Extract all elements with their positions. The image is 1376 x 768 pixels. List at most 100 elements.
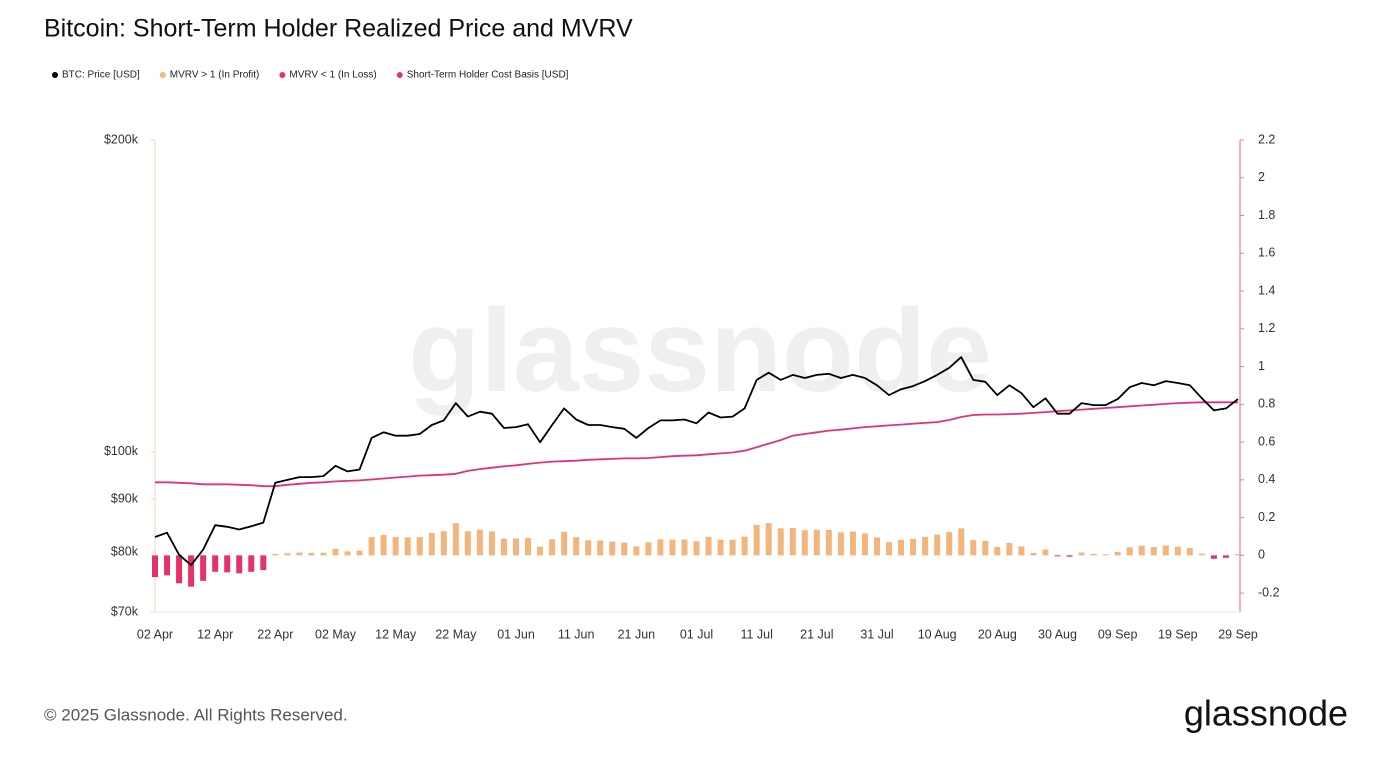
- bar: [705, 536, 712, 556]
- bar: [681, 539, 688, 556]
- bar: [368, 537, 375, 556]
- bar: [428, 533, 435, 556]
- legend-marker: [396, 72, 403, 78]
- bar: [392, 537, 399, 556]
- bar: [320, 552, 327, 556]
- bar: [825, 529, 832, 556]
- x-tick-label: 09 Sep: [1098, 627, 1138, 641]
- brand-logo: glassnode: [1184, 693, 1348, 734]
- bar: [296, 552, 303, 556]
- bar: [236, 555, 243, 574]
- bar: [1018, 546, 1025, 556]
- bar: [621, 542, 628, 556]
- x-tick-label: 22 May: [435, 627, 477, 641]
- watermark: glassnode: [408, 285, 992, 417]
- bar: [669, 539, 676, 556]
- y2-tick-label: 0.6: [1258, 434, 1275, 448]
- bar: [982, 541, 989, 556]
- x-tick-label: 02 May: [315, 627, 357, 641]
- bar: [801, 530, 808, 556]
- bar: [994, 547, 1001, 556]
- bar: [1162, 545, 1169, 556]
- bar: [813, 529, 820, 556]
- y2-tick-label: 0.4: [1258, 472, 1275, 486]
- x-tick-label: 10 Aug: [918, 627, 957, 641]
- bar: [260, 555, 267, 571]
- bar: [1198, 553, 1205, 556]
- bar: [248, 555, 255, 572]
- bar: [537, 546, 544, 556]
- bar: [1222, 555, 1229, 558]
- legend-label: MVRV < 1 (In Loss): [289, 70, 376, 81]
- bar: [886, 542, 893, 556]
- y2-tick-label: 0.2: [1258, 510, 1275, 524]
- x-tick-label: 02 Apr: [137, 627, 173, 641]
- x-tick-label: 19 Sep: [1158, 627, 1198, 641]
- x-tick-label: 31 Jul: [860, 627, 893, 641]
- bar: [645, 542, 652, 556]
- y-tick-label: $80k: [111, 544, 139, 558]
- bar: [332, 548, 339, 556]
- y2-tick-label: 1.8: [1258, 208, 1275, 222]
- bar: [356, 550, 363, 556]
- bar: [970, 540, 977, 556]
- bar: [1078, 552, 1085, 556]
- x-tick-label: 12 Apr: [197, 627, 233, 641]
- legend-marker: [52, 72, 58, 78]
- bar: [176, 555, 183, 584]
- bar: [1102, 554, 1109, 556]
- bar: [513, 538, 519, 556]
- x-tick-label: 11 Jun: [558, 627, 595, 641]
- x-tick-label: 01 Jul: [680, 627, 713, 641]
- bar: [633, 546, 640, 556]
- y2-tick-label: 1.4: [1258, 283, 1275, 297]
- plot-area: [152, 356, 1241, 587]
- bar: [200, 555, 207, 581]
- bar: [777, 528, 784, 556]
- legend-marker: [279, 72, 286, 78]
- bar: [1126, 547, 1133, 556]
- bar: [561, 531, 568, 556]
- bar: [344, 551, 351, 556]
- y2-tick-label: 0: [1258, 548, 1265, 562]
- bar: [1235, 554, 1241, 556]
- legend-marker: [159, 72, 166, 78]
- y2-tick-label: 2.2: [1258, 132, 1275, 146]
- y-tick-label: $70k: [111, 604, 139, 618]
- line: [154, 356, 1239, 566]
- bar: [416, 537, 423, 556]
- bar: [1054, 555, 1061, 557]
- bar: [464, 531, 471, 556]
- legend: BTC: Price [USD] MVRV > 1 (In Profit) MVRV…: [52, 70, 569, 81]
- bar: [476, 529, 483, 556]
- x-tick-label: 01 Jun: [497, 627, 535, 641]
- bar: [1042, 549, 1049, 556]
- y2-tick-label: -0.2: [1258, 585, 1280, 599]
- bar: [946, 532, 953, 556]
- bar: [922, 536, 929, 556]
- line: [155, 401, 1238, 488]
- bar: [693, 541, 700, 556]
- bar: [152, 555, 158, 578]
- chart-title: Bitcoin: Short-Term Holder Realized Pric…: [44, 15, 633, 43]
- y2-tick-label: 1: [1258, 359, 1265, 373]
- bar: [789, 527, 796, 556]
- bar: [404, 537, 411, 556]
- bar: [164, 555, 171, 576]
- x-tick-label: 12 May: [375, 627, 417, 641]
- bar: [1174, 546, 1181, 556]
- bar: [224, 555, 231, 573]
- x-tick-label: 29 Sep: [1218, 627, 1258, 641]
- bar: [874, 537, 880, 556]
- bar: [1066, 555, 1073, 557]
- bar: [1090, 553, 1097, 556]
- bar: [188, 555, 195, 587]
- bar: [861, 533, 868, 556]
- bar: [585, 540, 592, 556]
- bar: [934, 534, 941, 556]
- bar: [1006, 542, 1013, 556]
- bar: [212, 555, 219, 572]
- x-tick-label: 11 Jul: [740, 627, 772, 641]
- bar: [1114, 551, 1121, 556]
